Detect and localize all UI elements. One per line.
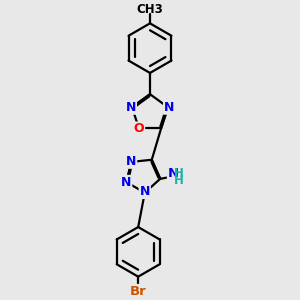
Text: CH3: CH3: [136, 3, 164, 16]
Text: N: N: [164, 101, 174, 114]
Text: H: H: [174, 174, 184, 187]
Text: H: H: [174, 167, 184, 180]
Text: N: N: [121, 176, 131, 189]
Text: Br: Br: [130, 285, 147, 298]
Text: N: N: [140, 185, 150, 198]
Text: N: N: [126, 155, 136, 168]
Text: N: N: [126, 101, 136, 114]
Text: N: N: [168, 167, 179, 180]
Text: O: O: [134, 122, 144, 136]
